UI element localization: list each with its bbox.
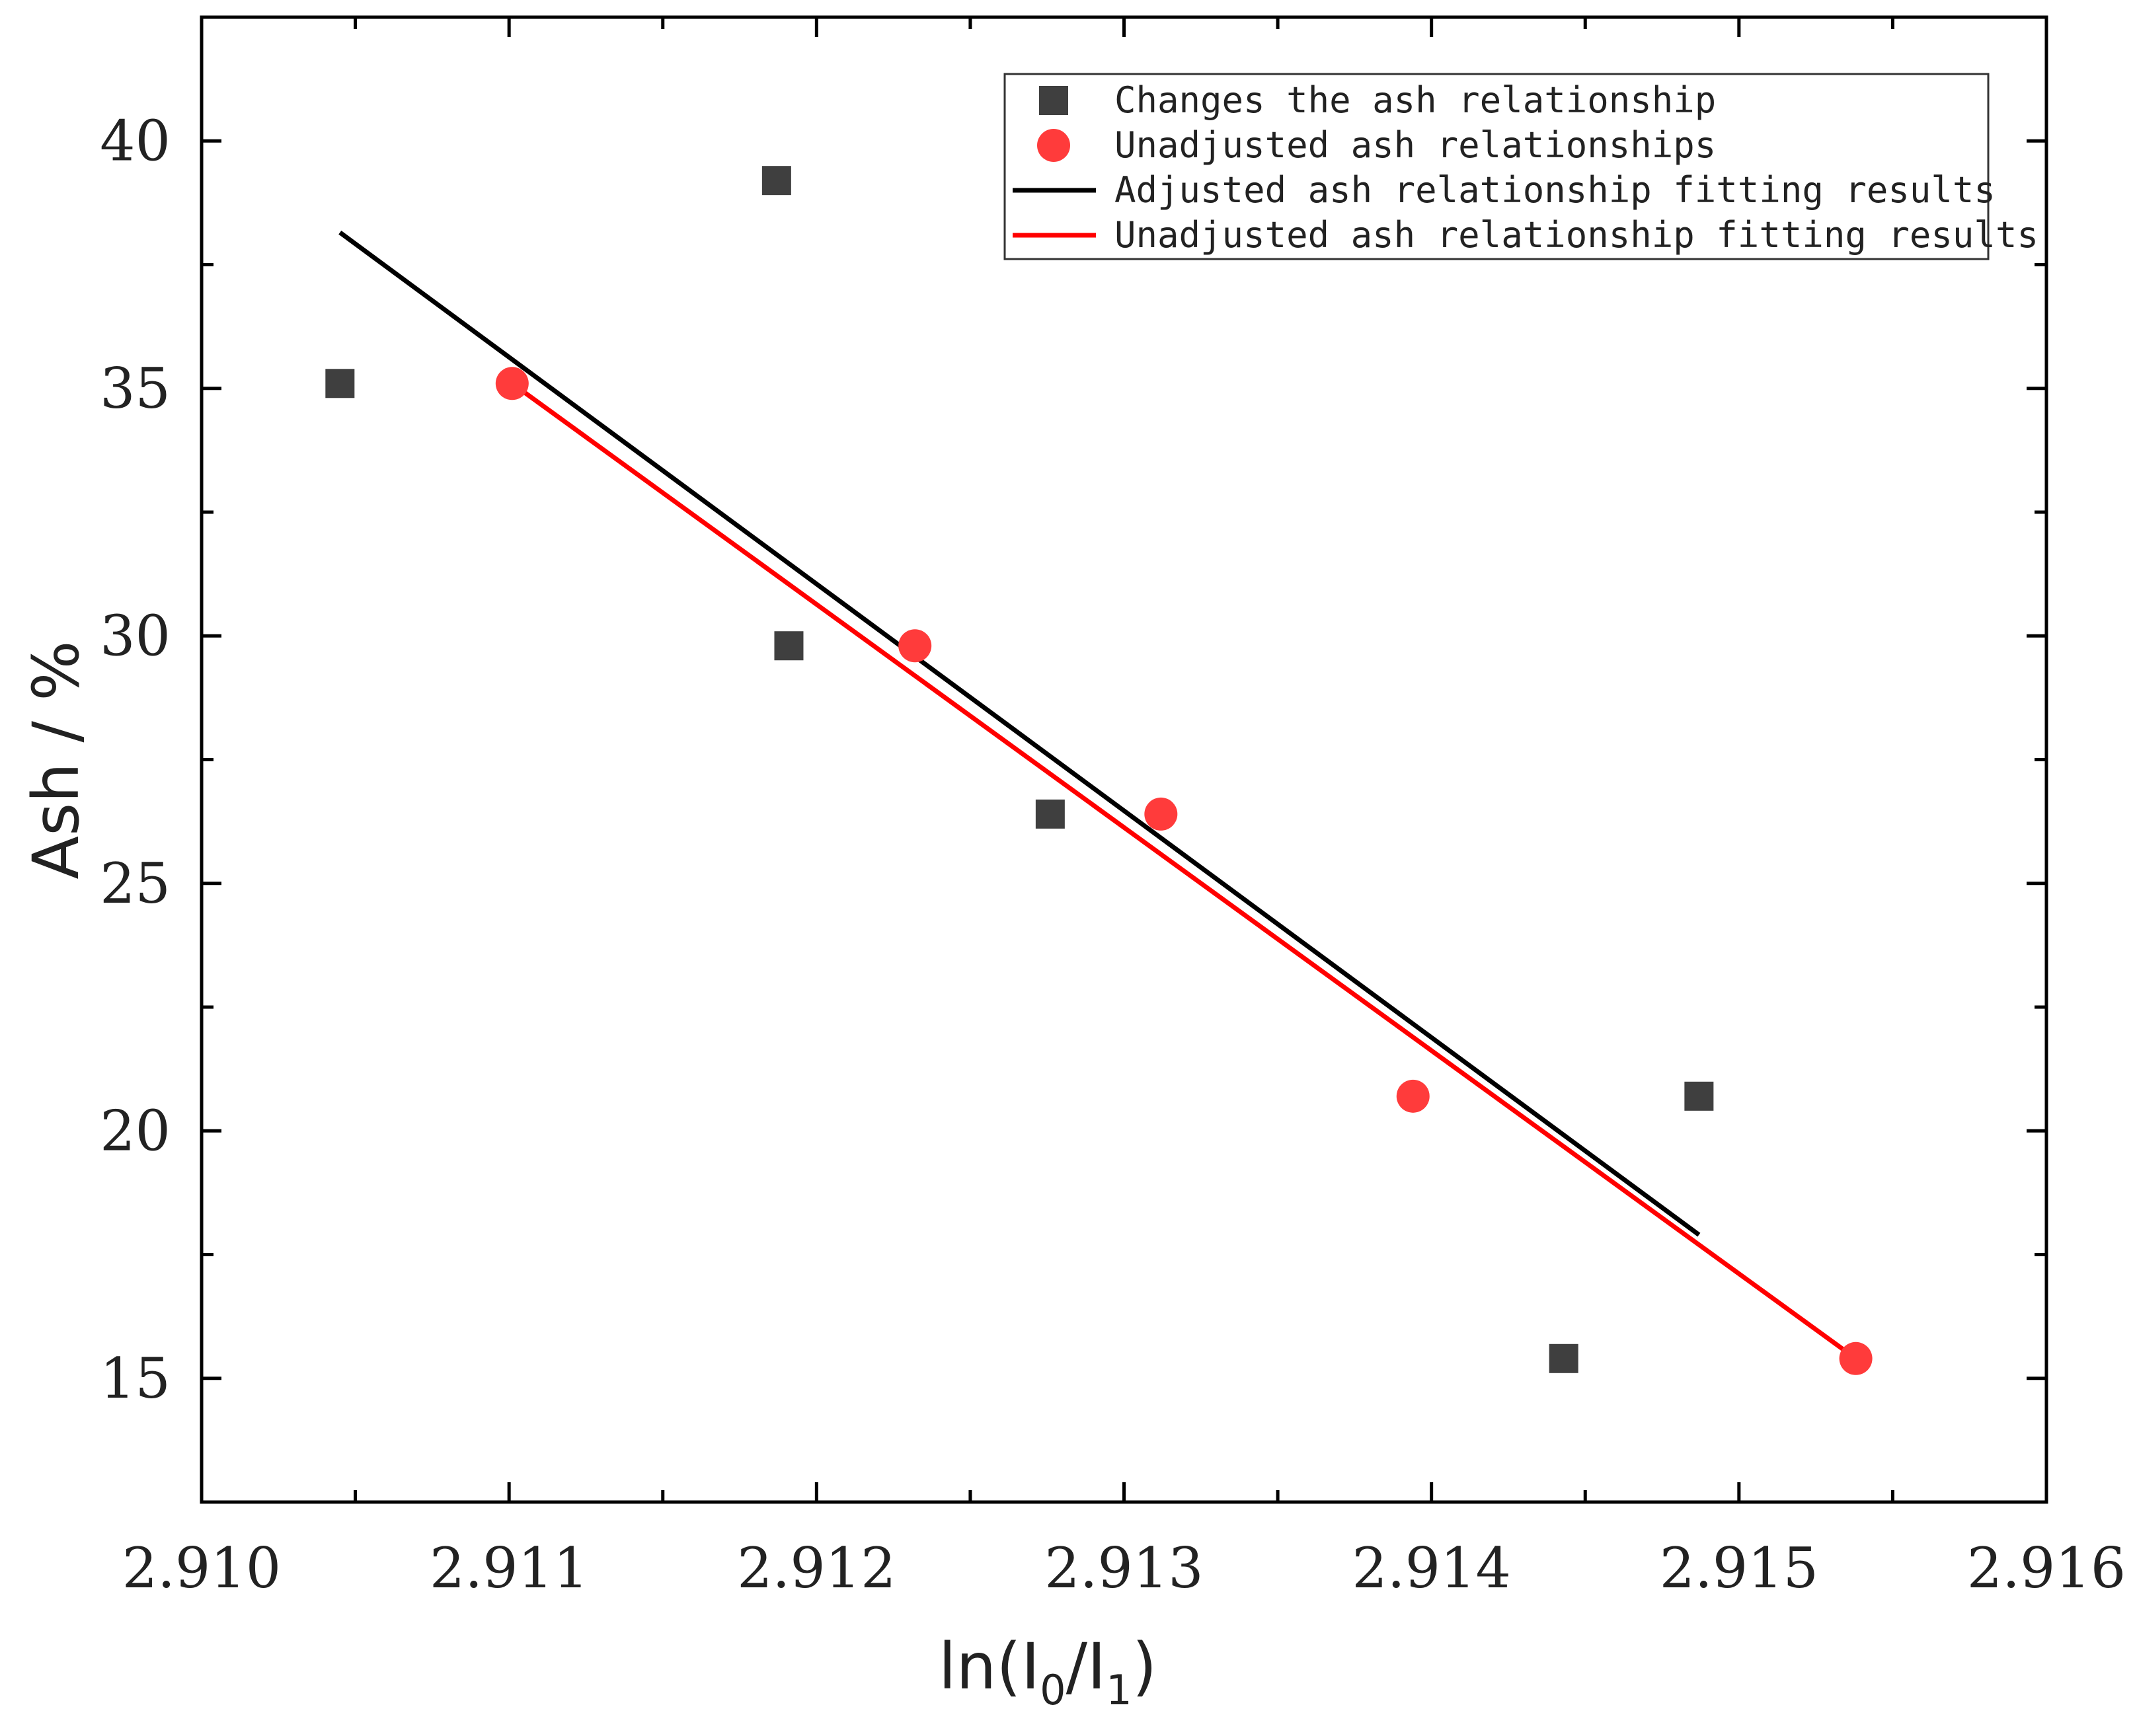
circle-point-4 [1839, 1341, 1873, 1375]
legend-label: Adjusted ash relationship fitting result… [1114, 169, 1996, 211]
plot-layer [325, 166, 1873, 1375]
fit-line-3 [510, 381, 1857, 1361]
y-tick-label: 25 [100, 851, 171, 916]
square-point-2 [774, 631, 804, 661]
circle-point-3 [1396, 1079, 1430, 1113]
square-point-1 [761, 166, 791, 196]
legend-label: Changes the ash relationship [1114, 79, 1716, 121]
x-axis-title: ln(I0/I1) [939, 1630, 1157, 1714]
x-tick-label: 2.913 [1044, 1536, 1203, 1601]
y-tick-label: 15 [100, 1346, 171, 1411]
y-tick-label: 30 [100, 603, 171, 668]
x-tick-label: 2.915 [1660, 1536, 1818, 1601]
circle-point-1 [898, 629, 932, 663]
legend-square-marker [1039, 86, 1068, 115]
x-tick-label: 2.911 [430, 1536, 588, 1601]
legend-circle-marker [1037, 129, 1070, 162]
legend-label: Unadjusted ash relationship fitting resu… [1114, 214, 2038, 256]
square-point-4 [1549, 1343, 1578, 1373]
x-tick-label: 2.916 [1967, 1536, 2126, 1601]
axes-layer: 2.910 2.911 2.912 2.913 2.914 2.915 2.916 15 20 2… [100, 15, 2126, 1601]
legend-label: Unadjusted ash relationships [1114, 124, 1716, 166]
x-tick-label: 2.910 [122, 1536, 281, 1601]
y-tick-label: 40 [100, 108, 171, 173]
legend-box [1003, 73, 1990, 260]
square-point-3 [1035, 799, 1065, 829]
y-axis-title: Ash / % [19, 640, 93, 879]
y-tick-label: 20 [100, 1098, 171, 1163]
fit-line-2 [338, 230, 1701, 1237]
x-tick-label: 2.914 [1352, 1536, 1510, 1601]
circle-point-2 [1144, 797, 1178, 831]
circle-point-0 [495, 367, 529, 400]
square-point-5 [1684, 1081, 1714, 1111]
y-tick-label: 35 [100, 356, 171, 421]
x-tick-label: 2.912 [737, 1536, 896, 1601]
square-point-0 [325, 369, 355, 398]
